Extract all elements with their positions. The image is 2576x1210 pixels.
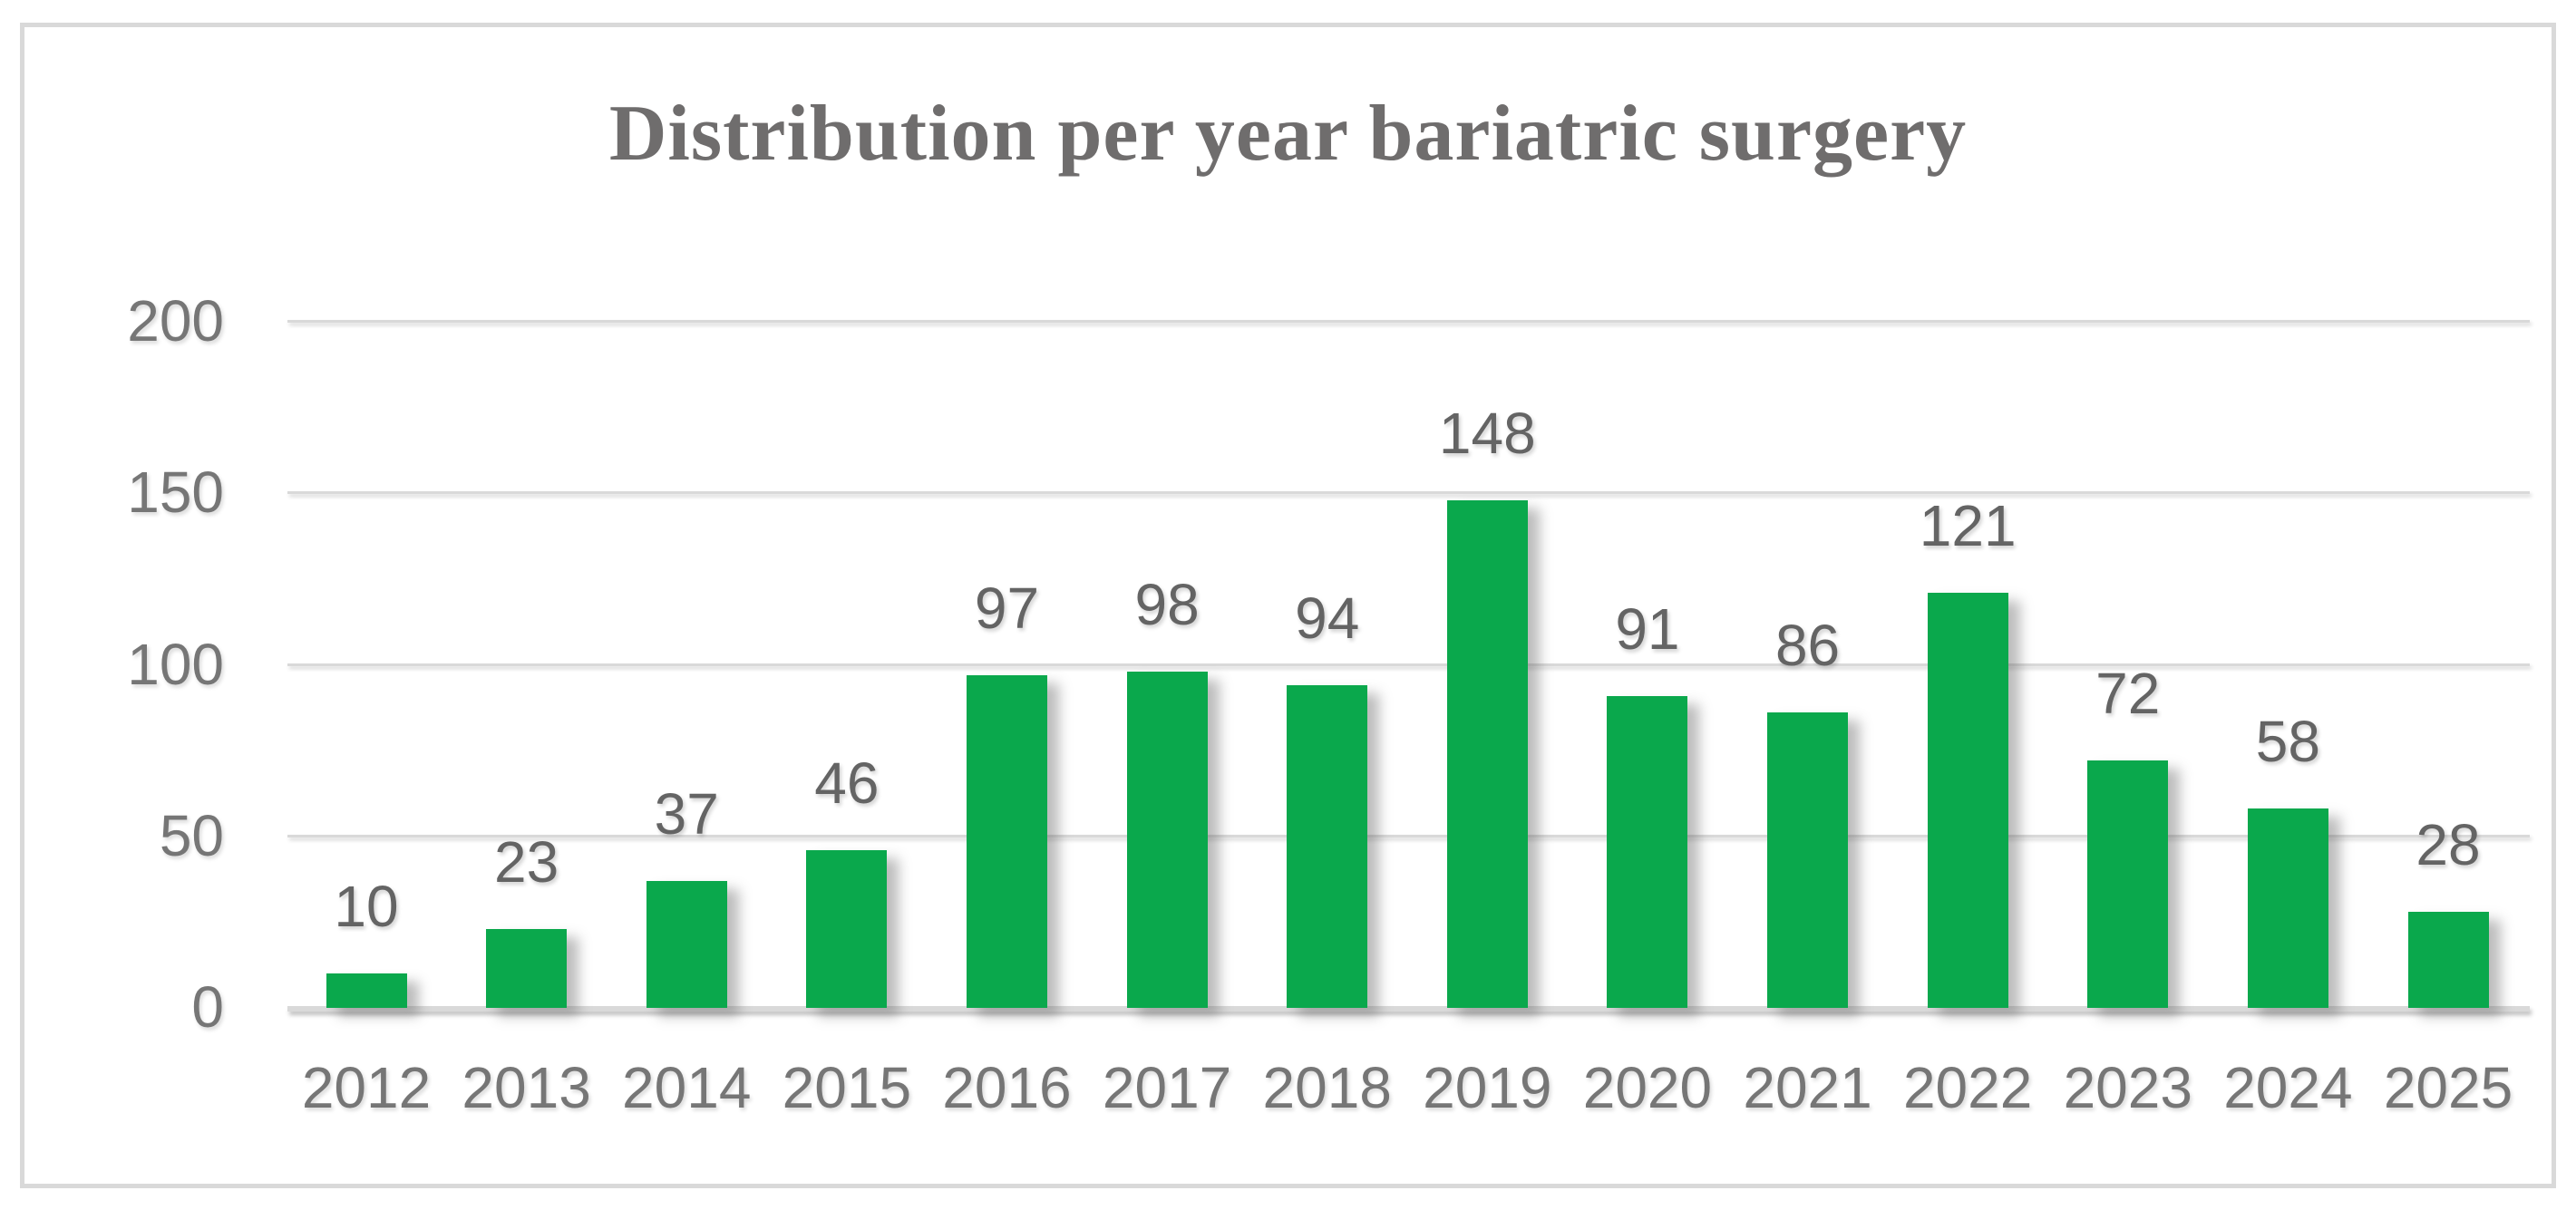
y-tick-label: 150 (127, 460, 224, 526)
gridline (287, 320, 2530, 323)
x-tick-label: 2013 (462, 1055, 591, 1120)
x-tick-label: 2012 (301, 1055, 432, 1120)
bar (966, 675, 1047, 1008)
bar (806, 850, 888, 1008)
bar-value-label: 10 (334, 874, 399, 939)
x-tick-label: 2019 (1423, 1055, 1552, 1120)
x-tick-label: 2017 (1102, 1055, 1232, 1120)
x-tick-label: 2024 (2223, 1055, 2353, 1120)
gridline (287, 663, 2530, 666)
bar (1927, 593, 2008, 1008)
bar-value-label: 46 (814, 750, 880, 816)
x-axis-line (287, 1006, 2530, 1012)
bar-value-label: 37 (654, 781, 719, 847)
bar-value-label: 91 (1615, 596, 1680, 662)
plot-area: 10 23 37 46 97 98 94 148 91 86 121 72 58 28 (287, 320, 2530, 1012)
y-tick-label: 200 (127, 288, 224, 353)
gridline (287, 491, 2530, 495)
bar-value-label: 97 (974, 576, 1040, 641)
bar (1446, 500, 1528, 1008)
x-tick-label: 2020 (1582, 1055, 1713, 1120)
x-tick-label: 2016 (942, 1055, 1072, 1120)
bar-value-label: 121 (1919, 493, 2017, 558)
gridline (287, 834, 2530, 837)
x-tick-label: 2023 (2063, 1055, 2192, 1120)
y-tick-label: 0 (191, 974, 224, 1040)
chart-title: Distribution per year bariatric surgery (608, 90, 1968, 178)
bar (2407, 912, 2489, 1008)
bar-value-label: 28 (2416, 812, 2481, 877)
bar (2247, 808, 2328, 1008)
bar (1767, 712, 1849, 1008)
bar-value-label: 72 (2095, 661, 2161, 726)
x-tick-label: 2018 (1262, 1055, 1392, 1120)
bar (1126, 672, 1208, 1008)
bar-value-label: 98 (1134, 572, 1200, 637)
x-tick-label: 2025 (2383, 1055, 2513, 1120)
bar-value-label: 148 (1438, 401, 1536, 466)
bar (1287, 685, 1368, 1008)
bar (1607, 696, 1688, 1008)
x-tick-label: 2015 (782, 1055, 912, 1120)
bar-value-label: 86 (1774, 613, 1841, 678)
bar (326, 973, 407, 1008)
bar-value-label: 94 (1295, 586, 1360, 651)
y-tick-label: 100 (127, 631, 224, 697)
x-tick-label: 2022 (1902, 1055, 2033, 1120)
bar-value-label: 23 (494, 829, 559, 895)
y-tick-label: 50 (159, 802, 224, 868)
bar (646, 881, 727, 1008)
bar (486, 929, 568, 1008)
bar-value-label: 58 (2255, 709, 2320, 774)
bar (2087, 760, 2169, 1008)
x-tick-label: 2021 (1743, 1055, 1872, 1120)
x-tick-label: 2014 (622, 1055, 752, 1120)
